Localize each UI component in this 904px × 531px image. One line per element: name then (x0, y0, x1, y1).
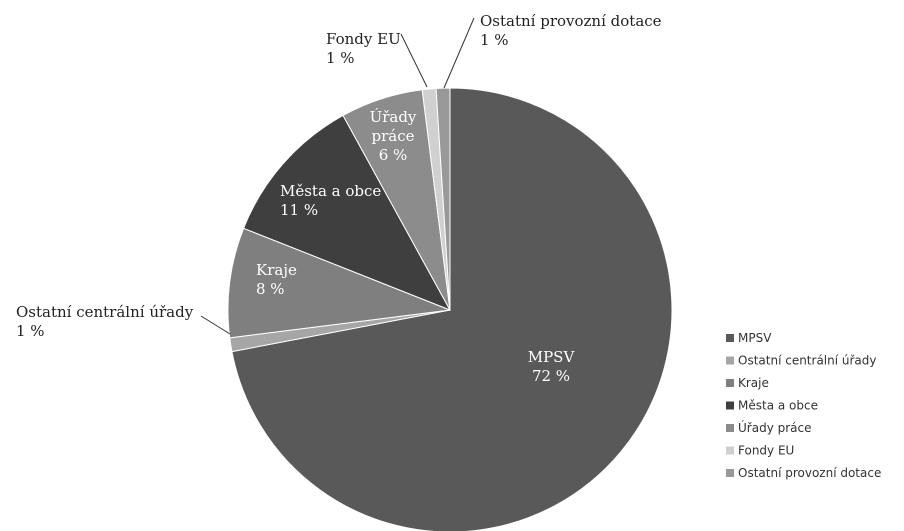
legend-label-ostatni-centralni-urady: Ostatní centrální úřady (738, 354, 877, 368)
slice-value-label-kraje: 8 % (256, 280, 285, 298)
legend-label-mpsv: MPSV (738, 331, 772, 345)
leader-line-fondy-eu (401, 34, 427, 87)
slice-label-kraje-0: Kraje (256, 261, 297, 279)
slice-value-label-ostatni-provozni-dotace: 1 % (480, 31, 509, 49)
slice-value-label-mesta-a-obce: 11 % (280, 201, 318, 219)
slice-value-label-mpsv: 72 % (532, 367, 570, 385)
slice-label-ostatni-centralni-urady-0: Ostatní centrální úřady (16, 303, 194, 321)
leader-line-ostatni-centralni-urady (201, 316, 230, 334)
legend-swatch-fondy-eu (726, 447, 734, 455)
legend-swatch-ostatni-centralni-urady (726, 357, 734, 365)
legend-swatch-ostatni-provozni-dotace (726, 469, 734, 477)
slice-label-mpsv-0: MPSV (528, 348, 576, 366)
leader-line-ostatni-provozni-dotace (444, 18, 474, 88)
legend-label-mesta-a-obce: Města a obce (738, 399, 818, 413)
legend-label-urady-prace: Úřady práce (738, 420, 812, 435)
legend-label-kraje: Kraje (738, 376, 769, 390)
legend-swatch-mpsv (726, 334, 734, 342)
legend-label-ostatni-provozni-dotace: Ostatní provozní dotace (738, 466, 881, 480)
pie-slices (228, 88, 672, 531)
slice-label-ostatni-provozni-dotace-0: Ostatní provozní dotace (480, 12, 662, 30)
legend-swatch-mesta-a-obce (726, 402, 734, 410)
slice-label-mesta-a-obce-0: Města a obce (280, 182, 381, 200)
legend: MPSV Ostatní centrální úřady Kraje Města a … (726, 331, 881, 480)
slice-value-label-fondy-eu: 1 % (326, 49, 355, 67)
legend-swatch-urady-prace (726, 424, 734, 432)
slice-label-fondy-eu-0: Fondy EU (326, 30, 401, 48)
legend-swatch-kraje (726, 379, 734, 387)
slice-label-urady-prace-0: Úřady (370, 108, 417, 126)
slice-value-label-urady-prace: 6 % (379, 146, 408, 164)
slice-value-label-ostatni-centralni-urady: 1 % (16, 322, 45, 340)
slice-label-urady-prace-1: práce (372, 127, 415, 145)
legend-label-fondy-eu: Fondy EU (738, 444, 794, 458)
